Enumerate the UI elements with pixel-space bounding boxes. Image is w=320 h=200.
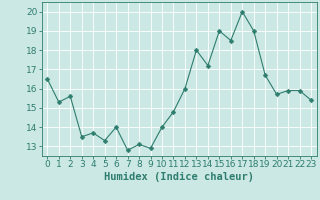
X-axis label: Humidex (Indice chaleur): Humidex (Indice chaleur) xyxy=(104,172,254,182)
